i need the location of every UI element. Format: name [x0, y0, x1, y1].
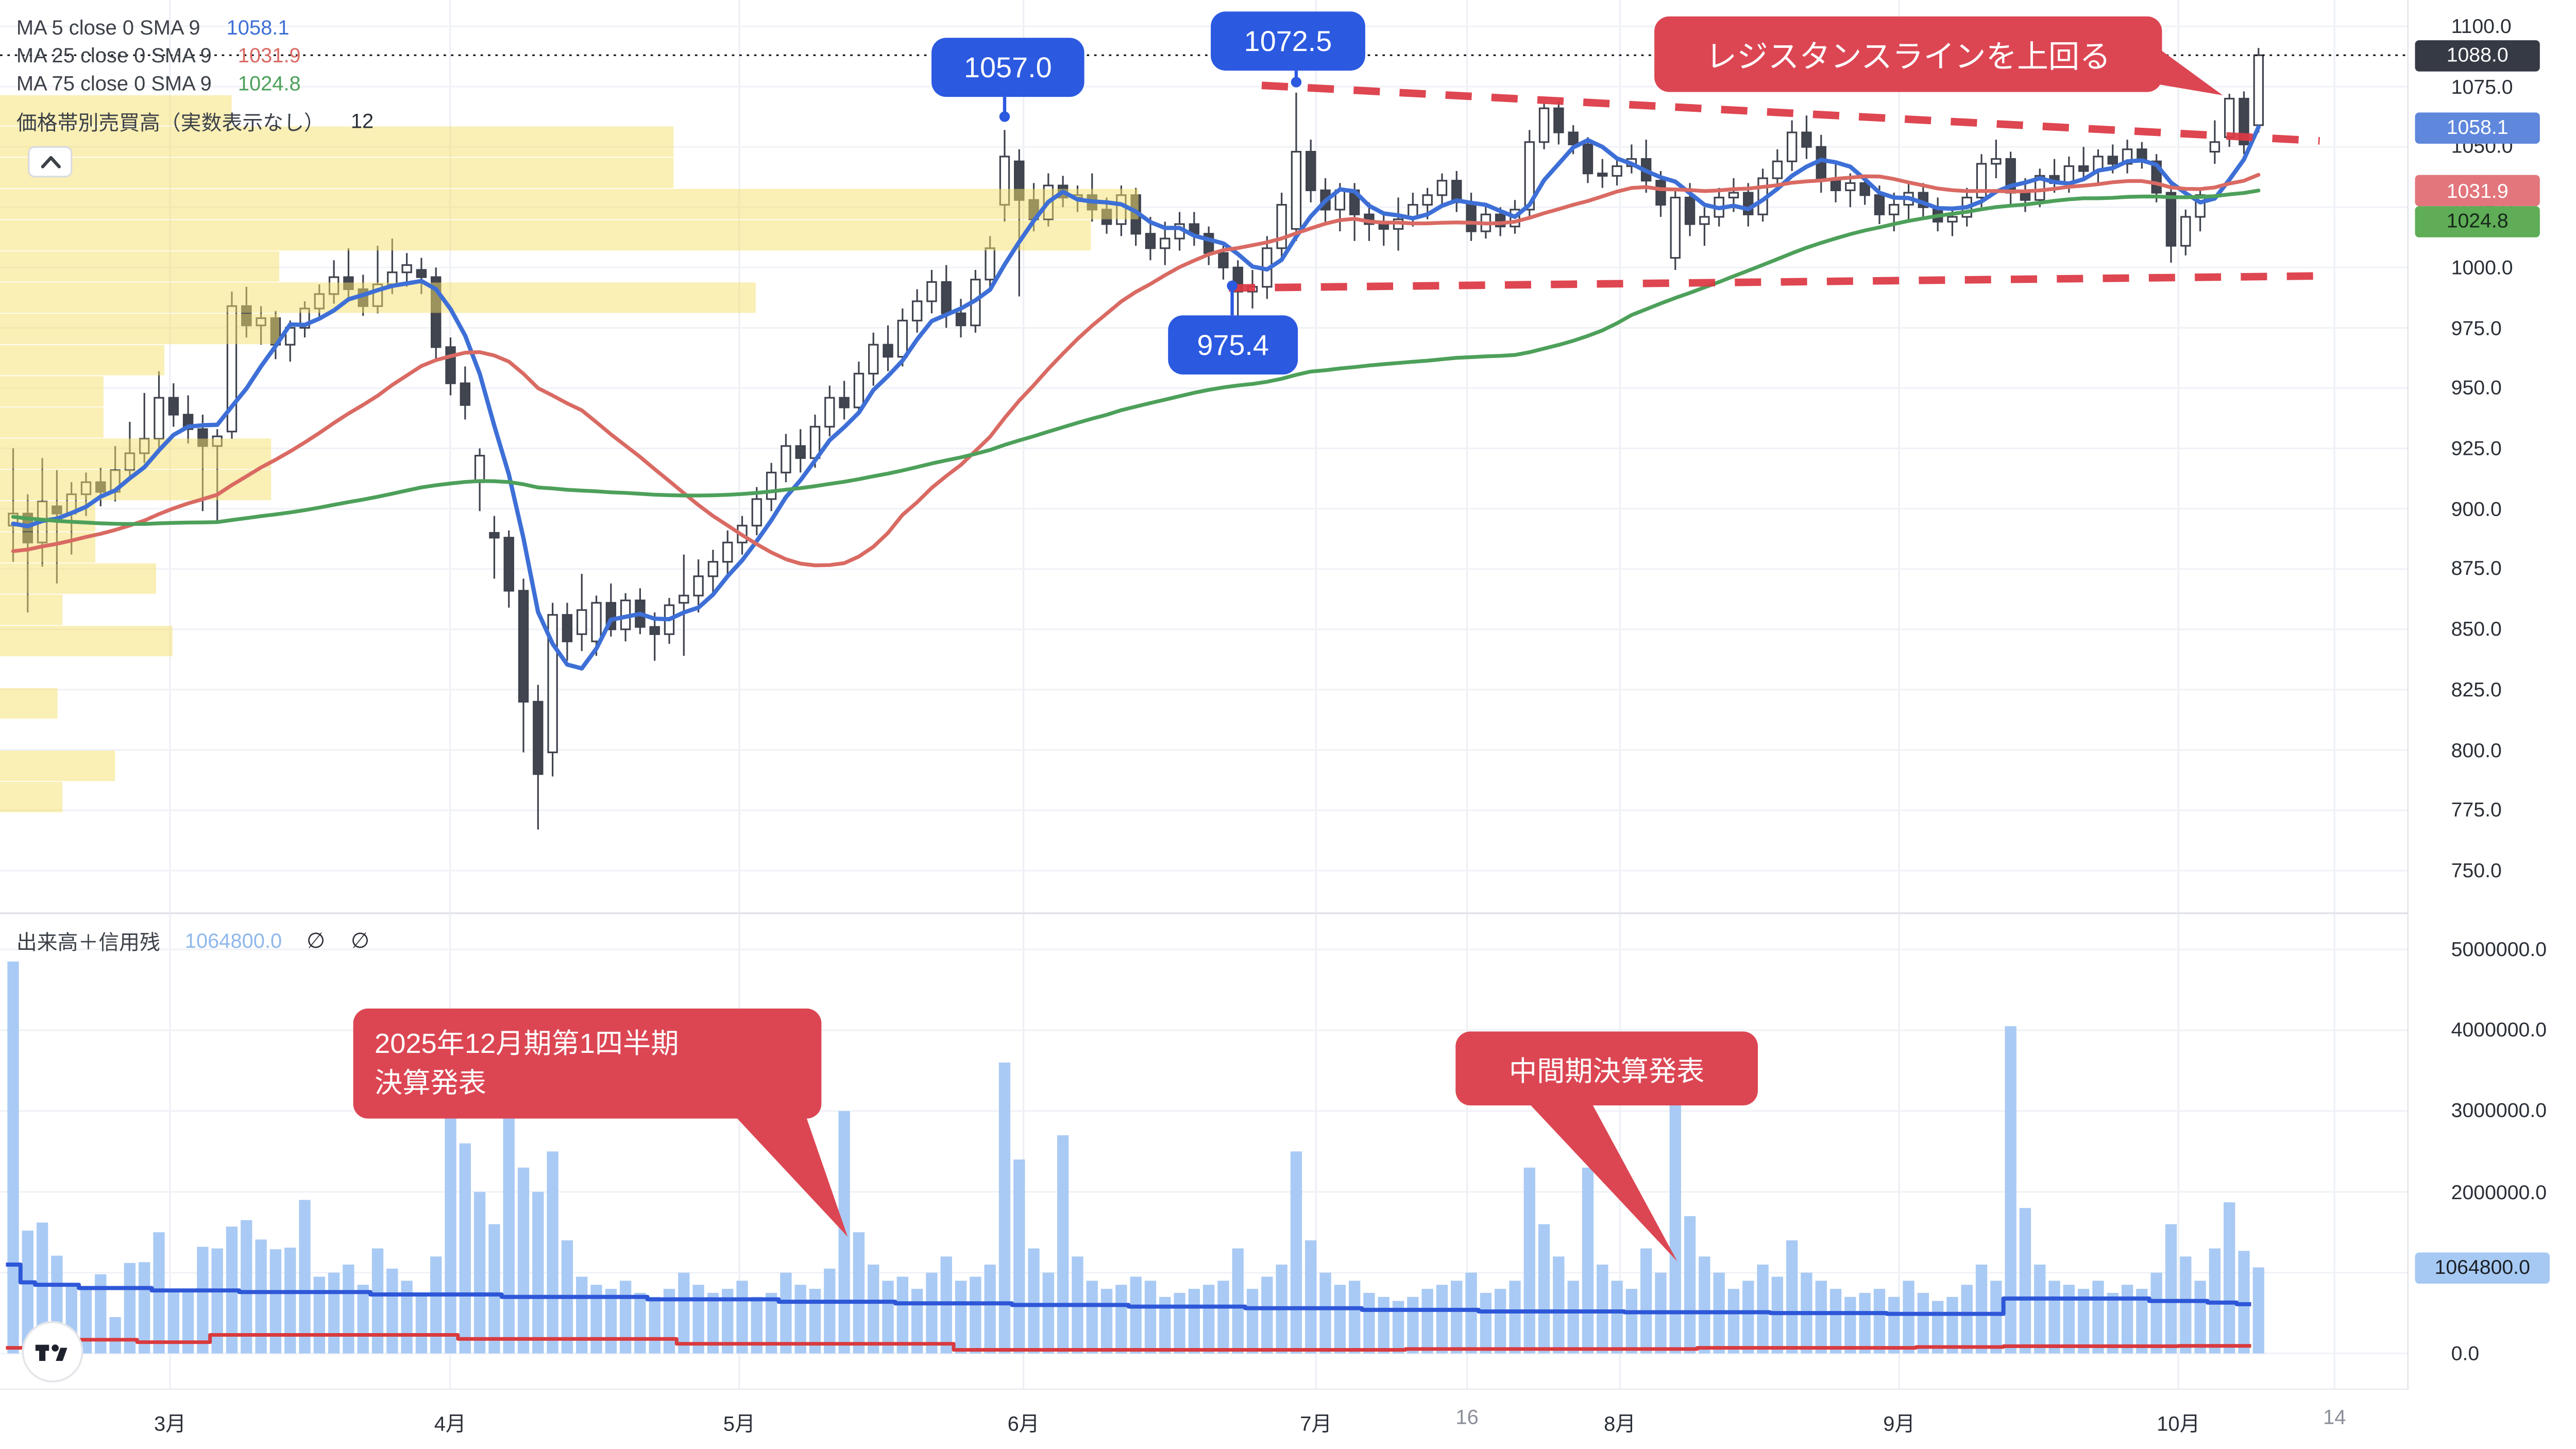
- price-axis[interactable]: 1100.01075.01050.01025.01000.0975.0950.0…: [2408, 0, 2576, 1449]
- legend-ma75-value: 1024.8: [238, 71, 301, 95]
- legend-ma25-value: 1031.9: [238, 43, 301, 67]
- price-callout-1072[interactable]: 1072.5: [1211, 11, 1365, 71]
- legend-ma5-value: 1058.1: [226, 15, 290, 39]
- time-axis-label-4月: 4月: [434, 1412, 466, 1436]
- volume-legend-value: 1064800.0: [184, 929, 282, 952]
- price-axis-label: 775.0: [2451, 798, 2502, 822]
- legend-volume-profile-value: 12: [350, 109, 374, 132]
- price-axis-label: 975.0: [2451, 316, 2502, 339]
- volume-legend-empty-markers: ∅ ∅: [307, 927, 380, 952]
- price-tag-1088.0: 1088.0: [2415, 39, 2540, 71]
- legend-volume-profile[interactable]: 価格帯別売買高（実数表示なし） 12: [16, 107, 374, 134]
- price-axis-label: 1000.0: [2451, 255, 2513, 279]
- chevron-up-icon: [40, 156, 60, 168]
- annotation-q1-earnings-line2: 決算発表: [375, 1067, 486, 1098]
- legend-ma5-label: MA 5 close 0 SMA 9: [16, 15, 200, 39]
- annotation-resistance-breakout[interactable]: レジスタンスラインを上回る: [1654, 16, 2162, 92]
- volume-pane-legend[interactable]: 出来高＋信用残 1064800.0 ∅ ∅: [16, 925, 379, 956]
- legend-ma5[interactable]: MA 5 close 0 SMA 9 1058.1: [16, 13, 374, 41]
- time-axis-label-10月: 10月: [2157, 1412, 2200, 1436]
- price-axis-label: 925.0: [2451, 437, 2502, 460]
- volume-axis-label: 2000000.0: [2451, 1180, 2547, 1204]
- time-axis-label-7月: 7月: [1300, 1412, 1332, 1436]
- price-axis-label: 800.0: [2451, 738, 2502, 762]
- legend-ma25-label: MA 25 close 0 SMA 9: [16, 43, 212, 67]
- price-callout-1057[interactable]: 1057.0: [931, 38, 1084, 97]
- price-axis-label: 900.0: [2451, 497, 2502, 520]
- price-axis-label: 1075.0: [2451, 75, 2513, 98]
- tradingview-logo-icon: [22, 1321, 83, 1383]
- tradingview-logo[interactable]: [21, 1321, 83, 1383]
- time-axis[interactable]: 3月 4月 5月 6月 7月 16 8月 9月 10月 14: [0, 1389, 2576, 1449]
- time-axis-label-9月: 9月: [1883, 1412, 1916, 1436]
- legend-ma25[interactable]: MA 25 close 0 SMA 9 1031.9: [16, 41, 374, 69]
- annotation-interim-earnings[interactable]: 中間期決算発表: [1455, 1031, 1758, 1106]
- annotation-q1-earnings-line1: 2025年12月期第1四半期: [375, 1028, 679, 1060]
- price-tag-1031.9: 1031.9: [2415, 175, 2540, 207]
- volume-legend-label: 出来高＋信用残: [16, 931, 160, 954]
- time-axis-label-5月: 5月: [723, 1412, 755, 1436]
- price-axis-label: 875.0: [2451, 557, 2502, 581]
- annotation-q1-earnings[interactable]: 2025年12月期第1四半期 決算発表: [353, 1008, 822, 1119]
- time-axis-label-8月: 8月: [1604, 1412, 1636, 1436]
- price-axis-label: 850.0: [2451, 618, 2502, 641]
- volume-axis-label: 5000000.0: [2451, 937, 2547, 961]
- volume-axis-label: 3000000.0: [2451, 1099, 2547, 1123]
- price-tag-1058.1: 1058.1: [2415, 111, 2540, 143]
- price-callout-975[interactable]: 975.4: [1168, 315, 1298, 375]
- price-tag-1024.8: 1024.8: [2415, 206, 2540, 237]
- volume-axis-label: 4000000.0: [2451, 1018, 2547, 1042]
- time-axis-label-14: 14: [2323, 1406, 2346, 1429]
- price-axis-label: 825.0: [2451, 678, 2502, 702]
- price-pane-legend: MA 5 close 0 SMA 9 1058.1 MA 25 close 0 …: [16, 13, 374, 135]
- time-axis-label-3月: 3月: [154, 1412, 187, 1436]
- time-axis-label-6月: 6月: [1007, 1412, 1040, 1436]
- legend-ma75[interactable]: MA 75 close 0 SMA 9 1024.8: [16, 69, 374, 97]
- price-axis-label: 750.0: [2451, 859, 2502, 882]
- volume-tag: 1064800.0: [2415, 1252, 2550, 1283]
- volume-axis-label: 0.0: [2451, 1342, 2480, 1365]
- legend-ma75-label: MA 75 close 0 SMA 9: [16, 71, 212, 95]
- price-axis-label: 1100.0: [2451, 14, 2512, 38]
- legend-volume-profile-label: 価格帯別売買高（実数表示なし）: [16, 111, 325, 135]
- time-axis-label-16: 16: [1455, 1406, 1479, 1429]
- price-axis-label: 950.0: [2451, 377, 2502, 400]
- pane-collapse-button[interactable]: [28, 146, 73, 178]
